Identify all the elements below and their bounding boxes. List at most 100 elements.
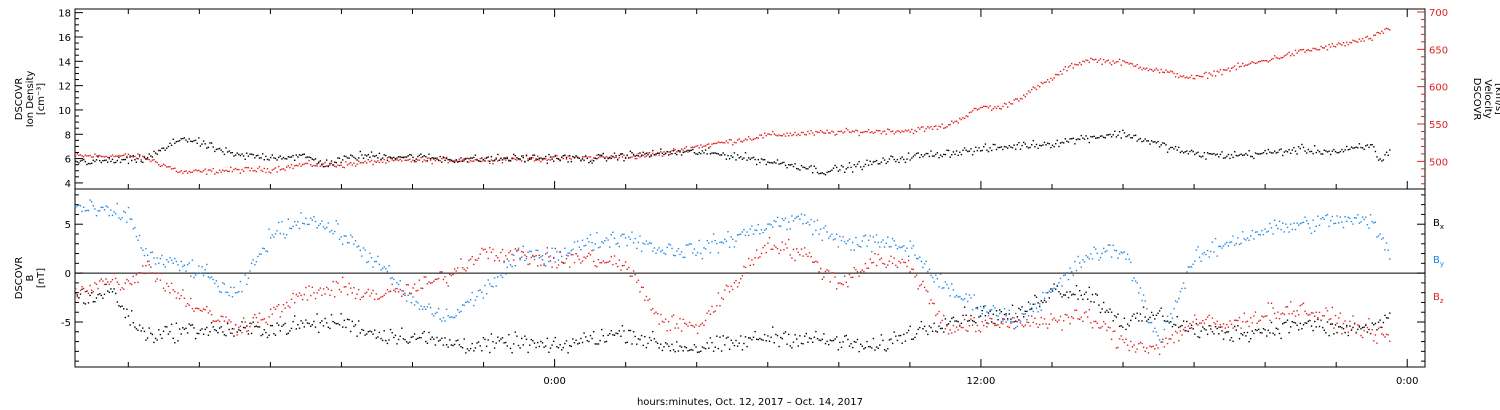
bz-point [858, 275, 860, 277]
by-point [1274, 219, 1276, 221]
by-point [500, 274, 502, 277]
bx-point [1103, 301, 1105, 304]
density-point [1144, 138, 1146, 140]
bx-point [138, 324, 141, 326]
bx-point [529, 344, 531, 346]
density-point [1082, 137, 1084, 139]
bx-point [645, 346, 648, 349]
velocity-point [521, 160, 523, 162]
velocity-point [583, 156, 585, 158]
bx-point [1069, 291, 1071, 293]
bx-point [626, 341, 628, 343]
by-point [442, 317, 445, 319]
density-point [485, 157, 488, 159]
bz-point [394, 291, 397, 293]
density-point [1130, 137, 1132, 139]
density-point [161, 147, 163, 150]
velocity-point [645, 155, 648, 157]
density-point [957, 154, 959, 156]
by-point [75, 206, 77, 209]
bx-point [1347, 334, 1349, 337]
by-point [812, 233, 814, 236]
density-point [418, 154, 421, 157]
bz-point [294, 302, 296, 304]
bx-point [588, 340, 590, 343]
density-point [1005, 146, 1007, 148]
density-point [231, 152, 234, 154]
bx-point [1278, 332, 1281, 335]
bz-point [142, 265, 144, 267]
by-point [855, 236, 857, 239]
bx-point [1296, 324, 1298, 326]
density-point [933, 155, 935, 157]
velocity-point [796, 134, 798, 137]
bx-point [274, 334, 277, 336]
by-point [412, 296, 414, 298]
bx-point [545, 345, 547, 347]
density-point [893, 158, 895, 161]
bz-point [556, 267, 558, 269]
bz-point [1187, 325, 1190, 327]
bz-point [298, 292, 301, 294]
velocity-point [1365, 36, 1367, 39]
velocity-point [986, 105, 988, 108]
bx-point [153, 341, 155, 344]
density-point [941, 155, 943, 158]
bx-point [295, 328, 297, 330]
density-point [1235, 154, 1237, 157]
bx-point [89, 294, 91, 297]
bz-point [322, 288, 325, 290]
bx-point [671, 343, 673, 345]
velocity-point [322, 163, 325, 165]
velocity-point [1232, 66, 1234, 69]
density-point [647, 154, 649, 156]
density-point [1377, 159, 1380, 161]
bz-point [1050, 313, 1052, 315]
bz-point [164, 290, 166, 292]
by-point [951, 283, 953, 285]
bz-point [1118, 338, 1121, 340]
bx-point [1093, 301, 1095, 303]
velocity-point [740, 140, 742, 142]
bz-point [212, 320, 214, 322]
by-point [709, 251, 712, 254]
velocity-point [492, 163, 494, 165]
bx-point [1373, 324, 1375, 326]
bx-point [1048, 297, 1050, 299]
density-point [692, 148, 694, 151]
velocity-point [94, 153, 96, 155]
by-point [757, 223, 759, 226]
density-point [788, 164, 790, 166]
density-point [1336, 151, 1338, 154]
density-point [1095, 137, 1097, 139]
density-point [1091, 136, 1094, 138]
density-point [164, 149, 166, 151]
by-point [506, 266, 508, 268]
density-point [772, 162, 774, 164]
density-point [1270, 152, 1273, 154]
by-point [1218, 245, 1220, 248]
velocity-point [1059, 70, 1062, 72]
by-point [1283, 231, 1285, 233]
bz-point [671, 315, 673, 318]
velocity-point [1158, 71, 1161, 74]
density-point [617, 159, 619, 161]
by-point [303, 223, 305, 225]
bx-point [756, 338, 758, 340]
bz-point [479, 253, 481, 255]
bx-point [1061, 296, 1063, 298]
velocity-point [1139, 66, 1142, 68]
by-point [928, 268, 931, 271]
velocity-point [567, 155, 569, 157]
bx-point [386, 342, 389, 345]
bz-point [848, 273, 851, 276]
by-point [1042, 291, 1044, 294]
bz-point [572, 253, 574, 256]
by-point [228, 294, 230, 297]
bx-point [220, 326, 222, 328]
density-point [426, 160, 429, 162]
density-point [377, 157, 379, 159]
by-point [829, 235, 831, 237]
bx-point [1288, 332, 1290, 334]
density-point [1192, 150, 1194, 153]
